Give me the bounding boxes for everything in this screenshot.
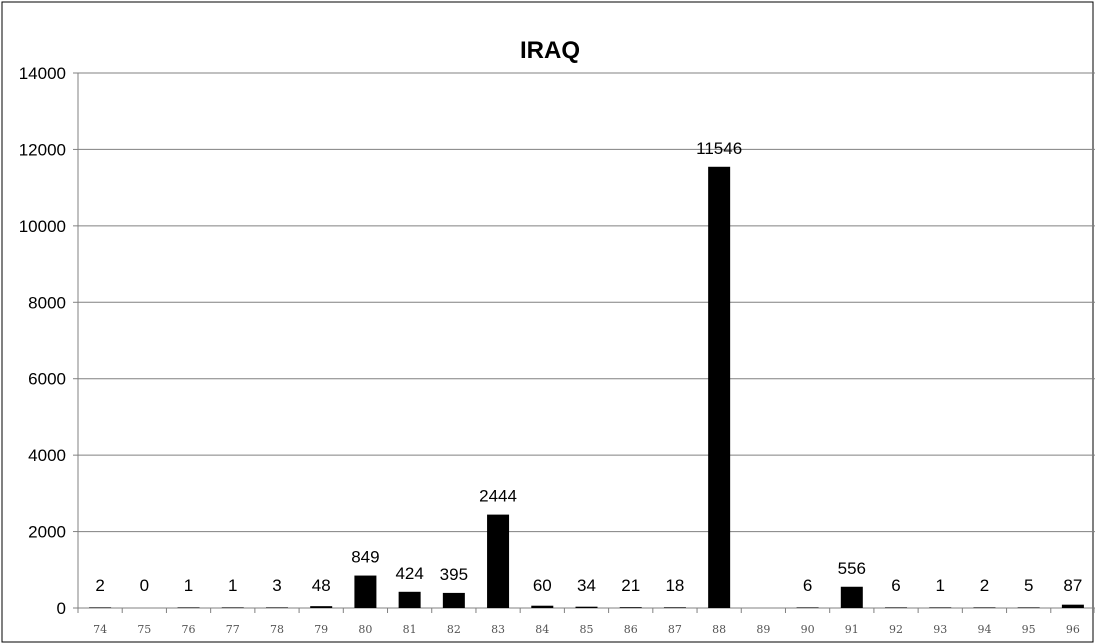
bar [973,607,996,608]
data-label: 34 [577,576,596,595]
data-label: 2444 [479,487,517,506]
data-label: 87 [1063,576,1082,595]
y-tick-label: 8000 [28,293,66,312]
bar [663,607,686,608]
x-tick-label: 78 [270,623,284,636]
bar [885,607,908,608]
bars [89,166,1084,608]
data-label: 3 [272,576,281,595]
bar [310,606,333,608]
bar [1017,607,1040,608]
bar [619,607,642,608]
x-tick-label: 90 [801,623,815,636]
bar [796,607,819,608]
x-tick-label: 79 [314,623,328,636]
y-tick-label: 0 [57,599,66,618]
bar [89,607,112,608]
x-tick-label: 92 [889,623,903,636]
x-tick-label: 88 [712,623,726,636]
bar [221,607,244,608]
chart-title: IRAQ [520,37,580,64]
data-label: 0 [140,576,149,595]
data-label: 2 [980,576,989,595]
data-label: 5 [1024,576,1033,595]
x-tick-label: 80 [358,623,372,636]
data-label: 395 [440,565,468,584]
y-tick-labels: 0 2000 4000 6000 8000 10000 12000 14000 [19,64,66,618]
x-tick-label: 95 [1022,623,1036,636]
data-label: 6 [803,576,812,595]
data-label: 11546 [696,139,742,158]
x-tick-label: 91 [845,623,859,636]
x-tick-label: 89 [756,623,770,636]
bar [1061,604,1084,608]
bar [487,514,510,608]
data-label: 6 [891,576,900,595]
bar [840,586,863,608]
data-label: 18 [665,576,684,595]
data-label: 1 [936,576,945,595]
x-tick-label: 96 [1066,623,1080,636]
data-label: 60 [533,576,552,595]
y-tick-label: 10000 [19,217,66,236]
bar [442,592,465,608]
x-tick-label: 75 [137,623,151,636]
x-tick-label: 74 [93,623,107,636]
x-tick-label: 87 [668,623,682,636]
bar [929,607,952,608]
bar [265,607,288,608]
x-tick-label: 86 [624,623,638,636]
y-tick-label: 2000 [28,523,66,542]
x-tick-labels: 74 75 76 77 78 79 80 81 82 83 84 85 86 87 88 89 90 91 92 93… [93,623,1080,636]
y-tick-label: 6000 [28,370,66,389]
data-label: 1 [184,576,193,595]
data-labels: 2 0 1 1 3 48 849 424 395 2444 60 34 21 18 11546 6 556 6 1 2… [95,139,1082,595]
x-tick-label: 84 [535,623,549,636]
bar [354,575,377,608]
data-label: 424 [395,564,423,583]
x-tick-label: 93 [933,623,947,636]
x-tick-label: 85 [580,623,594,636]
x-tick-label: 77 [226,623,240,636]
data-label: 2 [95,576,104,595]
data-label: 48 [312,576,331,595]
bar [177,607,200,608]
data-label: 556 [838,559,866,578]
bar [398,591,421,608]
data-label: 21 [621,576,640,595]
x-tick-label: 81 [403,623,417,636]
bar [708,166,731,608]
x-tick-label: 76 [182,623,196,636]
bar [575,606,598,608]
y-tick-label: 12000 [19,140,66,159]
bar [531,605,554,608]
x-tick-label: 83 [491,623,505,636]
data-label: 849 [351,548,379,567]
gridlines [78,72,1095,533]
x-tick-label: 94 [977,623,991,636]
x-tick-label: 82 [447,623,461,636]
y-tick-label: 14000 [19,64,66,83]
y-tick-label: 4000 [28,446,66,465]
data-label: 1 [228,576,237,595]
